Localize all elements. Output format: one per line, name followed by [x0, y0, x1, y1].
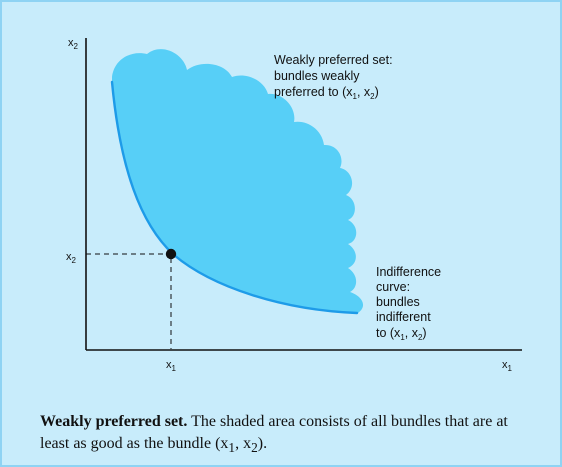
indifference-curve-annotation: Indifference curve: bundles indifferent … [376, 265, 445, 342]
y-axis-label: x2 [68, 37, 79, 51]
preferred-set-annotation: Weakly preferred set: bundles weakly pre… [274, 53, 396, 101]
caption-title: Weakly preferred set. [40, 413, 188, 430]
caption-sub1: 1 [228, 440, 236, 456]
figure-caption: Weakly preferred set. The shaded area co… [40, 411, 540, 459]
caption-text: The shaded area consists of all bundles … [40, 413, 508, 452]
x-axis-label: x1 [502, 359, 513, 373]
bundle-point [165, 248, 177, 260]
weakly-preferred-set-region [112, 49, 364, 313]
x2-tick-label: x2 [66, 251, 77, 265]
caption-sub2: 2 [251, 440, 258, 456]
x1-tick-label: x1 [166, 359, 177, 373]
caption-end: ). [257, 435, 268, 452]
caption-mid: , x [235, 435, 252, 452]
